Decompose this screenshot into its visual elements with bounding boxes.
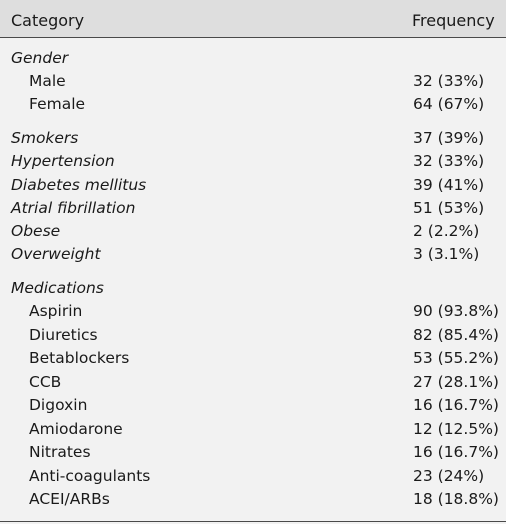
row-label: Digoxin xyxy=(29,396,88,414)
row-value: 32 (33%) xyxy=(413,72,485,90)
row-value: 16 (16.7%) xyxy=(413,443,499,461)
table-row-male: Male 32 (33%) xyxy=(0,71,506,91)
row-label: Female xyxy=(29,95,86,113)
row-label: Smokers xyxy=(11,129,79,147)
row-label: ACEI/ARBs xyxy=(29,490,110,508)
row-label: Amiodarone xyxy=(29,420,123,438)
table-row-aspirin: Aspirin 90 (93.8%) xyxy=(0,301,506,321)
row-value: 18 (18.8%) xyxy=(413,490,499,508)
table-row-betablockers: Betablockers 53 (55.2%) xyxy=(0,348,506,368)
row-label: CCB xyxy=(29,373,62,391)
row-value: 3 (3.1%) xyxy=(413,245,480,263)
table-header: Category Frequency xyxy=(0,0,506,38)
row-value: 16 (16.7%) xyxy=(413,396,499,414)
table-row-diuretics: Diuretics 82 (85.4%) xyxy=(0,325,506,345)
row-label: Obese xyxy=(11,222,61,240)
row-label: Aspirin xyxy=(29,302,83,320)
table-row-atrial-fibrillation: Atrial fibrillation 51 (53%) xyxy=(0,198,506,218)
table-row-diabetes: Diabetes mellitus 39 (41%) xyxy=(0,175,506,195)
table-row-digoxin: Digoxin 16 (16.7%) xyxy=(0,395,506,415)
row-label: Medications xyxy=(11,279,104,297)
row-label: Nitrates xyxy=(29,443,91,461)
row-value: 32 (33%) xyxy=(413,152,485,170)
table-row-acei-arbs: ACEI/ARBs 18 (18.8%) xyxy=(0,489,506,509)
table-row-medications: Medications xyxy=(0,278,506,298)
row-value: 39 (41%) xyxy=(413,176,485,194)
row-value: 37 (39%) xyxy=(413,129,485,147)
table-row-anti-coagulants: Anti-coagulants 23 (24%) xyxy=(0,466,506,486)
table-row-hypertension: Hypertension 32 (33%) xyxy=(0,151,506,171)
bottom-divider xyxy=(0,521,506,522)
row-label: Diuretics xyxy=(29,326,98,344)
row-value: 27 (28.1%) xyxy=(413,373,499,391)
row-value: 23 (24%) xyxy=(413,467,485,485)
row-label: Betablockers xyxy=(29,349,130,367)
table-row-gender: Gender xyxy=(0,48,506,68)
row-label: Overweight xyxy=(11,245,101,263)
row-value: 51 (53%) xyxy=(413,199,485,217)
row-label: Atrial fibrillation xyxy=(11,199,136,217)
table-row-overweight: Overweight 3 (3.1%) xyxy=(0,244,506,264)
row-label: Anti-coagulants xyxy=(29,467,151,485)
row-value: 53 (55.2%) xyxy=(413,349,499,367)
row-label: Male xyxy=(29,72,66,90)
row-label: Gender xyxy=(11,49,69,67)
header-category: Category xyxy=(11,11,85,30)
header-frequency: Frequency xyxy=(412,11,495,30)
table-row-ccb: CCB 27 (28.1%) xyxy=(0,372,506,392)
row-value: 82 (85.4%) xyxy=(413,326,499,344)
table-row-smokers: Smokers 37 (39%) xyxy=(0,128,506,148)
row-value: 2 (2.2%) xyxy=(413,222,480,240)
table-row-female: Female 64 (67%) xyxy=(0,94,506,114)
row-value: 90 (93.8%) xyxy=(413,302,499,320)
table-row-nitrates: Nitrates 16 (16.7%) xyxy=(0,442,506,462)
row-value: 64 (67%) xyxy=(413,95,485,113)
table-row-amiodarone: Amiodarone 12 (12.5%) xyxy=(0,419,506,439)
row-label: Hypertension xyxy=(11,152,115,170)
table-row-obese: Obese 2 (2.2%) xyxy=(0,221,506,241)
row-label: Diabetes mellitus xyxy=(11,176,147,194)
row-value: 12 (12.5%) xyxy=(413,420,499,438)
